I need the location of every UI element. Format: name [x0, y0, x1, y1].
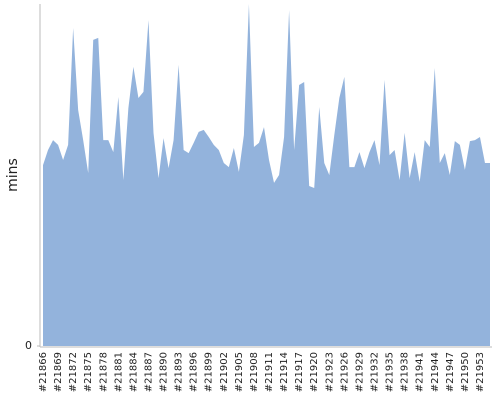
- x-tick-label: #21929: [354, 352, 365, 392]
- x-tick-label: #21932: [369, 352, 380, 392]
- y-axis-label: mins: [5, 158, 21, 192]
- x-tick-label: #21887: [143, 352, 154, 392]
- x-tick-label: #21935: [385, 352, 396, 392]
- x-tick-label: #21881: [113, 352, 124, 392]
- x-tick-label: #21896: [189, 352, 200, 392]
- x-tick-label: #21938: [400, 352, 411, 392]
- x-tick-label: #21872: [68, 352, 79, 392]
- x-tick-label: #21923: [324, 352, 335, 392]
- x-tick-label: #21908: [249, 352, 260, 392]
- x-tick-label: #21869: [53, 352, 64, 392]
- x-tick-label: #21920: [309, 352, 320, 392]
- x-tick-label: #21950: [460, 352, 471, 392]
- area: [43, 4, 490, 346]
- x-tick-label: #21947: [445, 352, 456, 392]
- x-tick-label: #21884: [128, 352, 139, 392]
- x-tick-label: #21875: [83, 352, 94, 392]
- x-tick-label: #21899: [204, 352, 215, 392]
- y-tick-label: 0: [25, 339, 32, 352]
- x-tick-label: #21953: [475, 352, 486, 392]
- x-tick-label: #21944: [430, 352, 441, 392]
- x-tick-label: #21911: [264, 352, 275, 392]
- x-tick-label: #21902: [219, 352, 230, 392]
- x-tick-label: #21890: [159, 352, 170, 392]
- x-tick-label: #21878: [98, 352, 109, 392]
- x-tick-label: #21893: [174, 352, 185, 392]
- x-tick-label: #21926: [339, 352, 350, 392]
- x-tick-label: #21905: [234, 352, 245, 392]
- x-tick-label: #21866: [38, 352, 49, 392]
- x-tick-label: #21917: [294, 352, 305, 392]
- x-tick-label: #21941: [415, 352, 426, 392]
- x-tick-label: #21914: [279, 352, 290, 392]
